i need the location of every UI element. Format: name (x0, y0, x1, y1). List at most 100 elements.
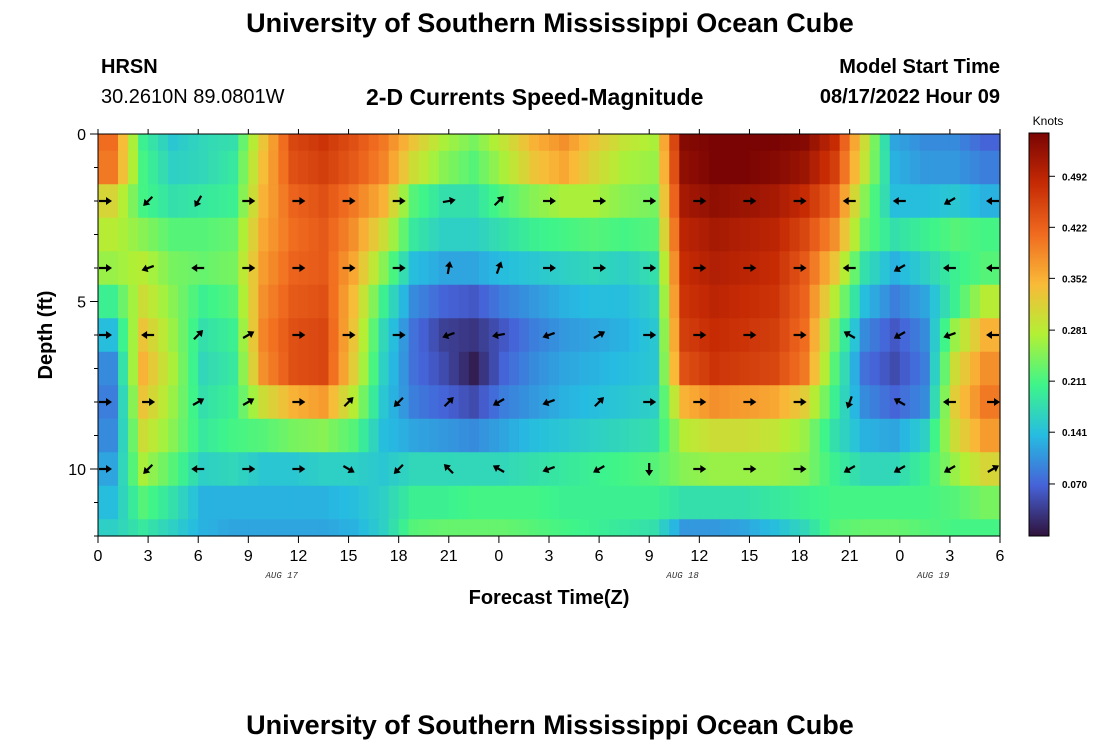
heatmap-cell (939, 217, 951, 252)
heatmap-cell (128, 134, 139, 152)
heatmap-cell (418, 284, 430, 319)
heatmap-cell (559, 519, 570, 537)
model-start-value: 08/17/2022 Hour 09 (819, 86, 1000, 108)
heatmap-cell (849, 351, 861, 386)
heatmap-cell (198, 519, 209, 537)
heatmap-cell (739, 519, 751, 537)
heatmap-cell (328, 485, 340, 520)
heatmap-cell (488, 184, 500, 219)
heatmap-cell (769, 418, 781, 453)
heatmap-cell (318, 150, 330, 185)
heatmap-cell (869, 318, 881, 353)
heatmap-cell (659, 418, 670, 453)
heatmap-cell (178, 184, 189, 219)
heatmap-cell (759, 418, 771, 453)
heatmap-cell (458, 452, 470, 487)
x-tick-label: 3 (545, 548, 554, 565)
heatmap-cell (438, 251, 450, 286)
heatmap-cell (619, 418, 630, 453)
heatmap-cell (288, 519, 300, 537)
heatmap-cell (759, 351, 771, 386)
heatmap-cell (398, 519, 410, 537)
heatmap-cell (979, 251, 991, 286)
heatmap-cell (869, 134, 881, 152)
heatmap-cell (348, 485, 360, 520)
heatmap-cell (679, 485, 690, 520)
heatmap-cell (869, 184, 881, 219)
heatmap-cell (168, 134, 179, 152)
heatmap-cell (188, 485, 199, 520)
heatmap-cell (388, 452, 400, 487)
heatmap-cell (649, 284, 660, 319)
heatmap-cell (478, 284, 490, 319)
heatmap-cell (959, 452, 971, 487)
heatmap-cell (719, 385, 730, 420)
heatmap-cell (789, 519, 801, 537)
heatmap-cell (418, 418, 430, 453)
heatmap-cell (348, 452, 360, 487)
heatmap-cell (318, 217, 330, 252)
heatmap-cell (308, 519, 320, 537)
heatmap-cell (158, 284, 169, 319)
heatmap-cell (368, 251, 380, 286)
heatmap-cell (388, 284, 400, 319)
heatmap-cell (488, 519, 500, 537)
heatmap-cell (779, 217, 791, 252)
page-title: University of Southern Mississippi Ocean… (246, 8, 854, 38)
heatmap-cell (829, 452, 841, 487)
heatmap-cell (889, 452, 901, 487)
heatmap-cell (378, 485, 390, 520)
heatmap-cell (498, 134, 510, 152)
heatmap-cell (348, 351, 360, 386)
x-tick-label: 18 (791, 548, 809, 565)
heatmap-cell (208, 184, 219, 219)
heatmap-cell (739, 485, 751, 520)
heatmap-cell (799, 519, 811, 537)
heatmap-cell (258, 485, 269, 520)
heatmap-cell (839, 418, 851, 453)
y-tick-label: 5 (77, 295, 86, 312)
current-arrow (142, 398, 156, 406)
heatmap-cell (669, 452, 680, 487)
heatmap-cell (388, 519, 400, 537)
heatmap-cell (689, 519, 700, 537)
heatmap-cell (388, 351, 400, 386)
heatmap-cell (228, 385, 239, 420)
heatmap-cell (629, 418, 640, 453)
heatmap-cell (218, 184, 229, 219)
heatmap-cell (498, 284, 510, 319)
heatmap-cell (919, 351, 931, 386)
heatmap-cell (308, 134, 320, 152)
heatmap-cell (508, 385, 520, 420)
heatmap-cell (959, 318, 971, 353)
heatmap-cell (549, 284, 560, 319)
station-location: 30.2610N 89.0801W (101, 86, 285, 108)
heatmap-cell (759, 452, 771, 487)
heatmap-cell (949, 452, 961, 487)
heatmap-cell (549, 134, 560, 152)
heatmap-cell (829, 251, 841, 286)
heatmap-cell (448, 351, 460, 386)
heatmap-cell (518, 385, 530, 420)
heatmap-cell (308, 150, 320, 185)
heatmap-cell (729, 134, 741, 152)
heatmap-cell (288, 284, 300, 319)
heatmap-cell (128, 519, 139, 537)
heatmap-cell (849, 385, 861, 420)
heatmap-cell (659, 485, 670, 520)
heatmap-cell (208, 134, 219, 152)
heatmap-cell (859, 318, 871, 353)
heatmap-cell (438, 134, 450, 152)
heatmap-cell (869, 217, 881, 252)
heatmap-cell (979, 385, 991, 420)
heatmap-cell (408, 184, 420, 219)
heatmap-cell (468, 217, 480, 252)
heatmap-cell (769, 184, 781, 219)
current-arrow (643, 197, 657, 205)
current-arrow (693, 398, 707, 406)
heatmap-cell (338, 519, 350, 537)
heatmap-cell (148, 251, 159, 286)
heatmap-cell (569, 452, 580, 487)
heatmap-cell (669, 385, 680, 420)
heatmap-cell (819, 318, 831, 353)
